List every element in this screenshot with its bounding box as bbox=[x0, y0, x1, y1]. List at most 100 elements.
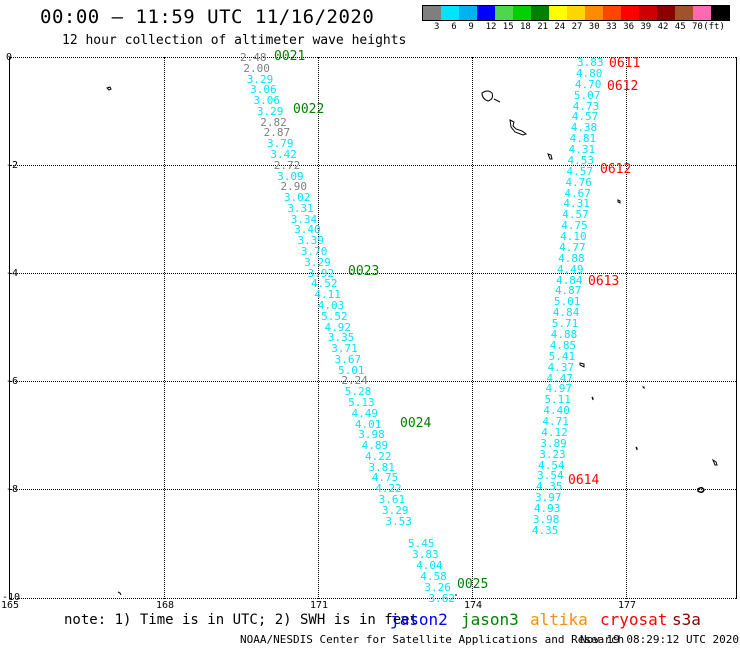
pass-time-label: 0024 bbox=[400, 416, 432, 431]
lon-gridline bbox=[472, 57, 473, 599]
swh-value: 3.98 bbox=[358, 428, 385, 442]
island-shape bbox=[641, 386, 645, 390]
pass-time-label: 0021 bbox=[274, 49, 306, 64]
swh-value: 4.97 bbox=[545, 382, 573, 396]
swh-value: 4.58 bbox=[420, 570, 447, 583]
colorbar-label: 6 bbox=[451, 22, 457, 32]
lat-tick-label: -4 bbox=[6, 268, 19, 279]
lat-tick-label: -6 bbox=[6, 376, 19, 387]
swh-value: 3.71 bbox=[331, 342, 358, 356]
lon-tick-label: 165 bbox=[1, 600, 20, 611]
swh-value: 4.11 bbox=[314, 288, 341, 302]
colorbar-label: 18 bbox=[520, 22, 531, 32]
colorbar-label: 45 bbox=[674, 22, 686, 32]
swh-value: 4.87 bbox=[554, 284, 582, 298]
swh-value: 4.01 bbox=[354, 417, 382, 431]
swh-value: 4.22 bbox=[375, 482, 402, 496]
colorbar-label: 36 bbox=[623, 22, 635, 32]
swh-value: 4.88 bbox=[550, 328, 578, 341]
colorbar-swatch bbox=[675, 6, 693, 20]
colorbar-label: 27 bbox=[571, 22, 583, 32]
island-shape bbox=[579, 362, 585, 368]
swh-value: 4.67 bbox=[564, 186, 591, 200]
footer-timestamp: Nov 19 08:29:12 UTC 2020 bbox=[580, 633, 739, 646]
colorbar-label: 30 bbox=[588, 22, 600, 32]
colorbar-swatch bbox=[549, 6, 567, 20]
map-subtitle: 12 hour collection of altimeter wave hei… bbox=[62, 33, 407, 48]
lon-tick-label: 168 bbox=[156, 600, 175, 611]
colorbar-swatch bbox=[567, 6, 585, 20]
swh-value: 5.45 bbox=[408, 537, 435, 550]
swh-value: 3.29 bbox=[304, 255, 331, 269]
swh-value: 3.92 bbox=[307, 266, 335, 280]
lon-gridline bbox=[626, 57, 627, 599]
lat-gridline bbox=[10, 381, 736, 382]
swh-value: 4.57 bbox=[571, 110, 599, 124]
swh-value: 4.04 bbox=[416, 559, 443, 572]
colorbar-swatch bbox=[531, 6, 549, 20]
swh-value: 2.72 bbox=[273, 158, 301, 172]
lat-tick-label: 0 bbox=[6, 52, 13, 63]
swh-value: 4.93 bbox=[533, 502, 561, 516]
swh-value: 4.73 bbox=[572, 99, 600, 113]
island-shape bbox=[547, 153, 553, 160]
lon-gridline bbox=[164, 57, 165, 599]
swh-value: 3.62 bbox=[428, 592, 456, 605]
swh-value: 4.38 bbox=[570, 121, 598, 135]
swh-value: 4.31 bbox=[568, 143, 596, 157]
island-shape bbox=[617, 199, 621, 204]
swh-value: 4.31 bbox=[563, 197, 590, 211]
swh-value: 4.35 bbox=[531, 523, 559, 537]
swh-value: 3.79 bbox=[267, 137, 294, 151]
colorbar-label: 33 bbox=[606, 22, 617, 32]
swh-value: 4.49 bbox=[351, 406, 379, 420]
swh-value: 5.71 bbox=[551, 317, 579, 331]
swh-value: 3.34 bbox=[290, 212, 318, 226]
pass-time-label: 0612 bbox=[600, 162, 632, 177]
lat-tick-label: -2 bbox=[6, 160, 19, 171]
colorbar-label: 9 bbox=[468, 22, 474, 32]
pass-time-label: 0611 bbox=[609, 56, 641, 71]
swh-value: 4.47 bbox=[546, 371, 574, 385]
swh-value: 4.81 bbox=[569, 132, 597, 146]
legend-entry-altika: altika bbox=[530, 610, 588, 629]
swh-value: 4.76 bbox=[565, 175, 592, 189]
swh-value: 4.53 bbox=[567, 153, 595, 167]
swh-value: 3.70 bbox=[300, 245, 328, 259]
swh-value: 3.35 bbox=[327, 331, 355, 345]
colorbar-swatch bbox=[639, 6, 657, 20]
colorbar-label: 70 bbox=[692, 22, 703, 32]
swh-value: 4.84 bbox=[556, 273, 583, 287]
colorbar-swatch bbox=[441, 6, 459, 20]
map-note: note: 1) Time is in UTC; 2) SWH is in fe… bbox=[64, 612, 419, 628]
swh-value: 4.52 bbox=[310, 277, 338, 291]
swh-value: 4.10 bbox=[560, 230, 587, 244]
swh-value: 4.92 bbox=[324, 320, 352, 334]
swh-value: 5.01 bbox=[338, 363, 365, 377]
swh-value: 2.90 bbox=[280, 180, 308, 194]
swh-value: 2.24 bbox=[341, 374, 368, 388]
colorbar-swatch bbox=[693, 6, 711, 20]
swh-value: 5.52 bbox=[321, 309, 348, 323]
swh-value: 3.83 bbox=[412, 548, 439, 561]
colorbar-swatch bbox=[585, 6, 603, 20]
colorbar-swatch bbox=[711, 6, 729, 20]
island-shape bbox=[106, 86, 112, 91]
map-title: 00:00 – 11:59 UTC 11/16/2020 bbox=[40, 6, 375, 28]
colorbar-label: 21 bbox=[537, 22, 549, 32]
legend-entry-jason3: jason3 bbox=[461, 610, 519, 629]
pass-time-label: 0612 bbox=[607, 79, 639, 94]
swh-value: 4.84 bbox=[552, 306, 580, 320]
swh-value: 3.09 bbox=[277, 169, 304, 183]
swh-value: 4.57 bbox=[566, 164, 594, 178]
swh-value: 5.28 bbox=[344, 385, 372, 399]
lon-tick-label: 171 bbox=[310, 600, 329, 611]
swh-value: 3.39 bbox=[297, 234, 324, 248]
lon-tick-label: 174 bbox=[464, 600, 483, 611]
pass-time-label: 0025 bbox=[457, 577, 489, 592]
map-plot-area: 2.48 2.00 3.29 3.06 3.06 3.29 2.82 2.87 3.79 3.42… bbox=[9, 49, 737, 605]
swh-value: 4.75 bbox=[371, 471, 399, 485]
swh-value: 3.81 bbox=[368, 460, 395, 474]
pass-time-label: 0614 bbox=[568, 473, 600, 488]
swh-value: 3.83 bbox=[577, 56, 604, 69]
